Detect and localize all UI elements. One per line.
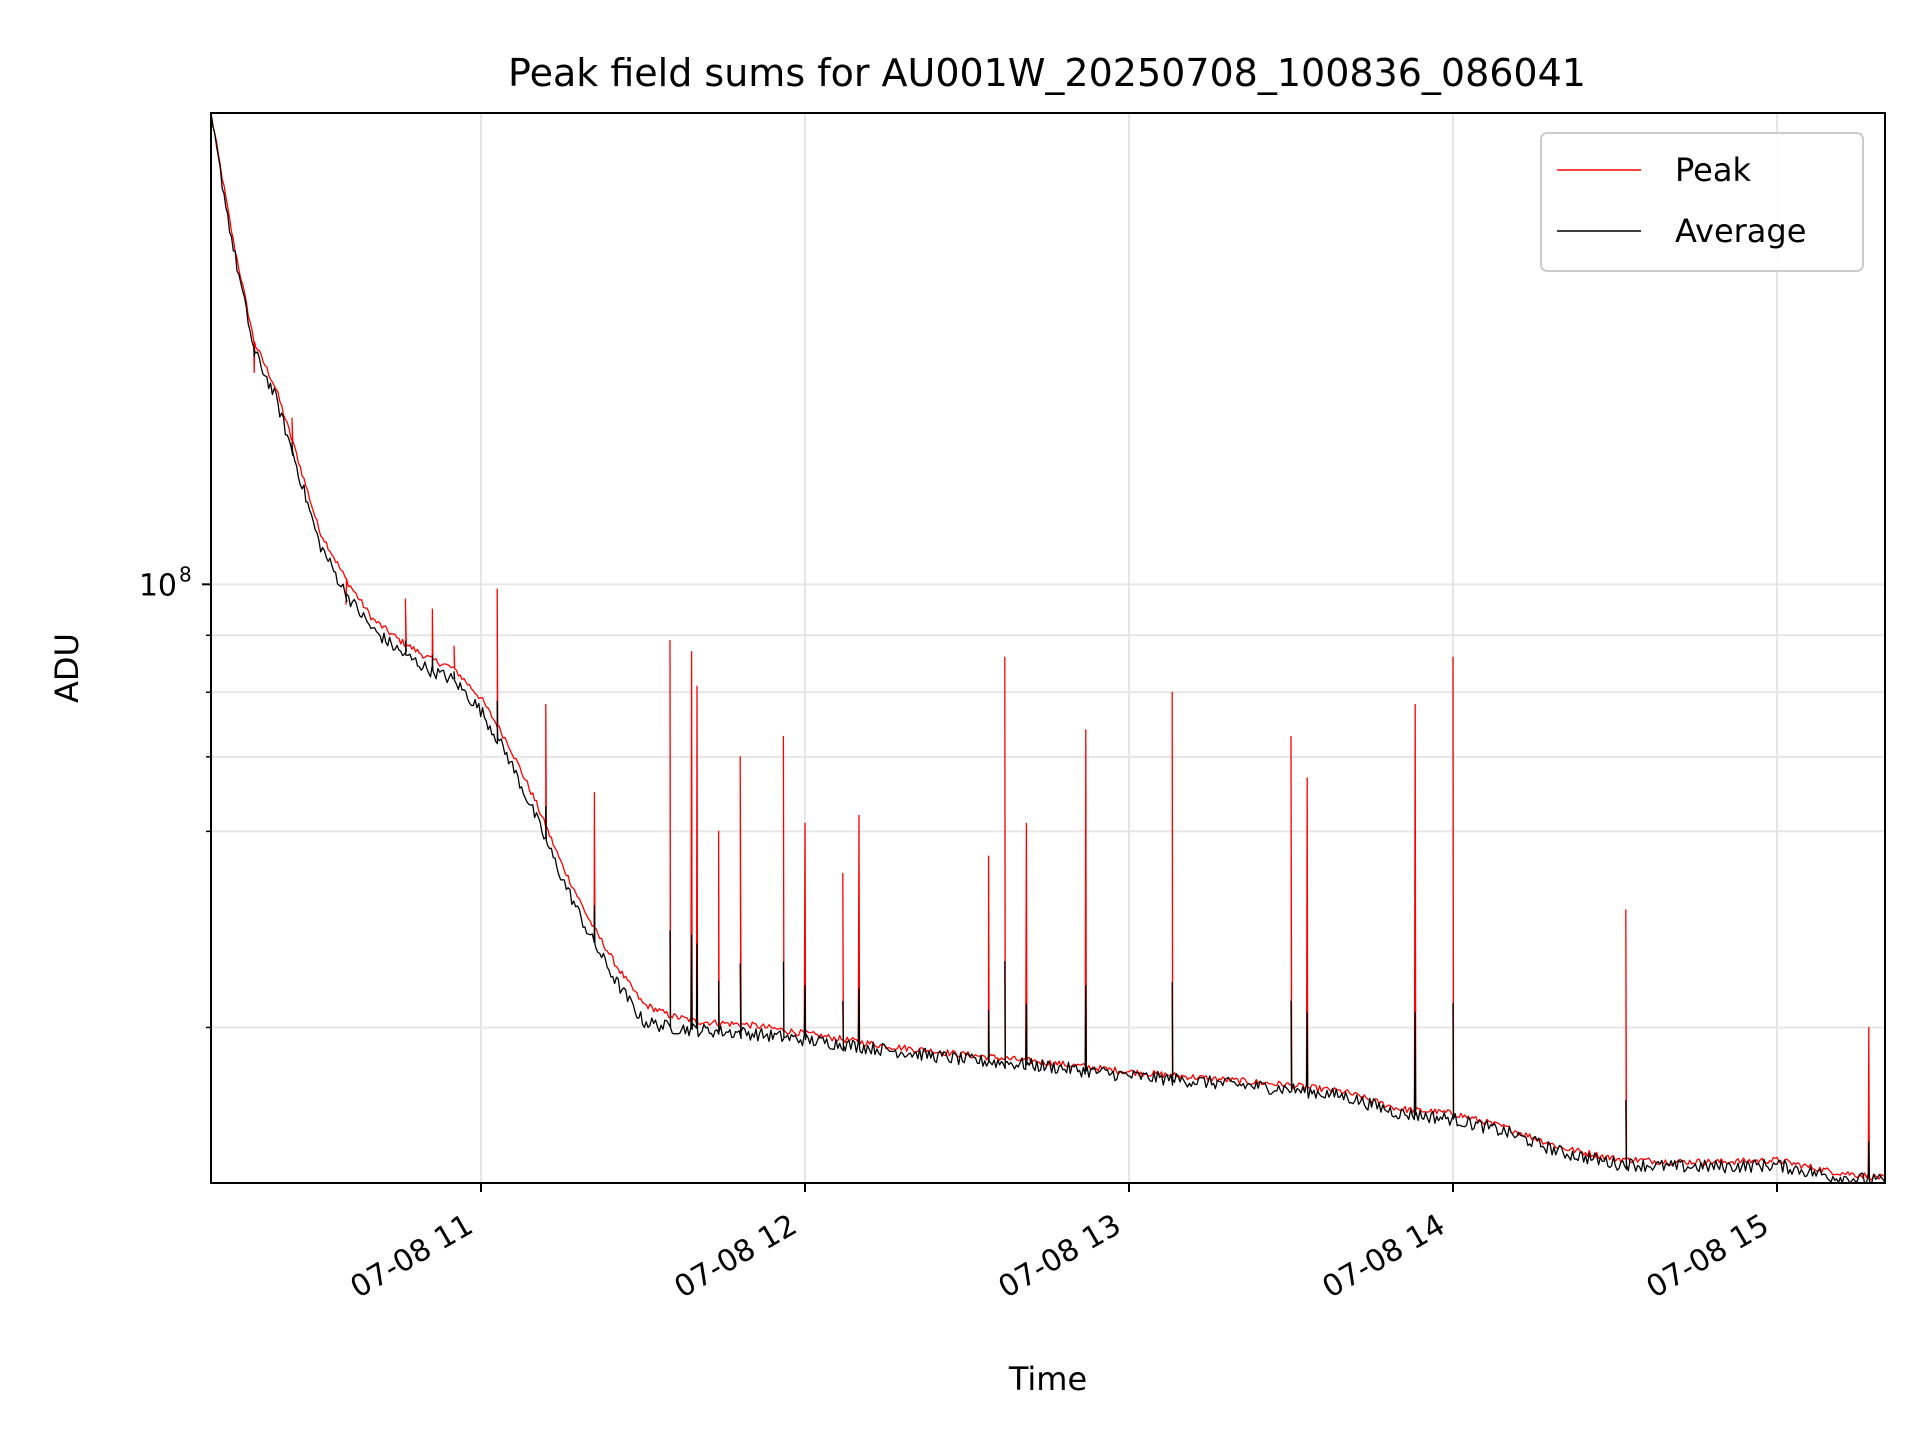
grid-lines bbox=[211, 113, 1885, 1183]
legend: Peak Average bbox=[1540, 132, 1864, 272]
y-tick-label-exponent: 8 bbox=[179, 562, 192, 586]
legend-box bbox=[1540, 132, 1864, 272]
series-line-average bbox=[210, 112, 1886, 1184]
y-axis: 10 8 bbox=[139, 562, 211, 1029]
y-axis-title: ADU bbox=[48, 633, 86, 703]
series-line-peak bbox=[210, 112, 1886, 1181]
chart-title: Peak field sums for AU001W_20250708_1008… bbox=[508, 51, 1586, 95]
plot-area-frame bbox=[210, 112, 1886, 1184]
legend-label-average: Average bbox=[1675, 212, 1806, 250]
legend-label-peak: Peak bbox=[1675, 151, 1751, 189]
x-axis-title: Time bbox=[1008, 1360, 1087, 1398]
series-layer bbox=[210, 112, 1886, 1184]
y-tick-label: 10 bbox=[139, 568, 177, 603]
